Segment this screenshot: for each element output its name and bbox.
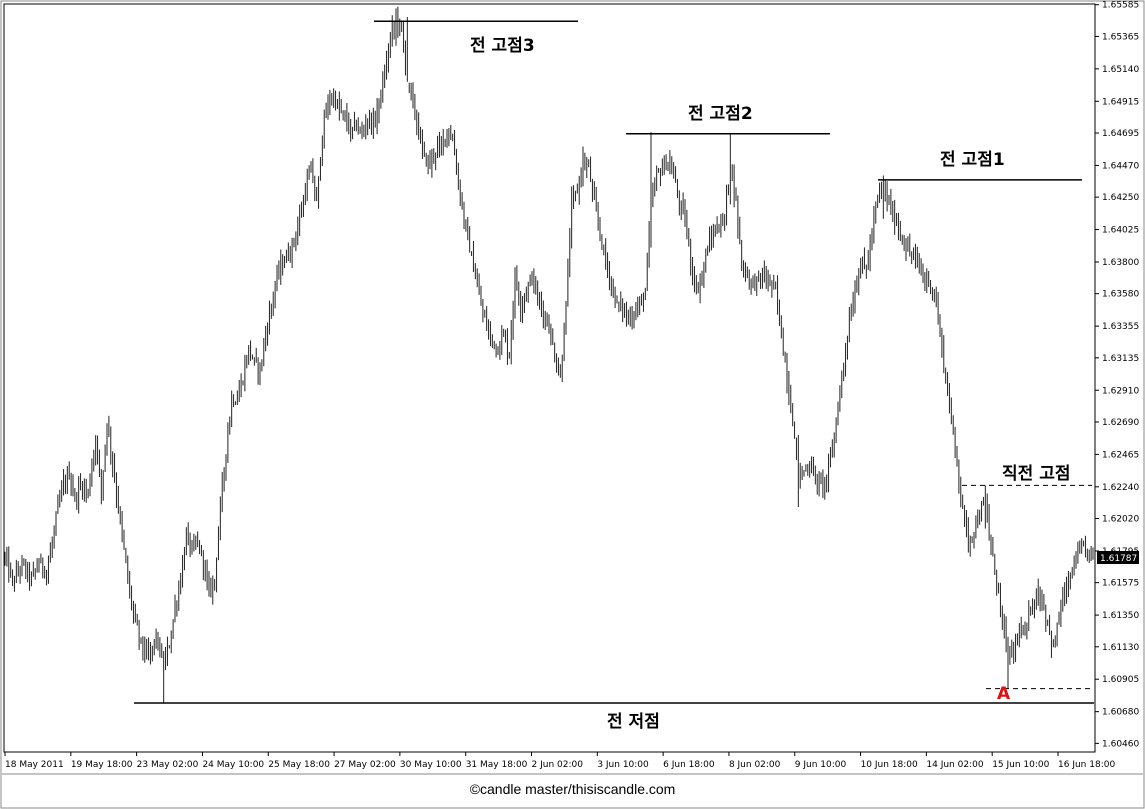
x-tick-label: 6 Jun 18:00	[663, 760, 715, 770]
x-tick-label: 2 Jun 02:00	[532, 760, 584, 770]
current-price-label: 1.61787	[1100, 554, 1137, 564]
label-recent-high: 직전 고점	[1002, 464, 1070, 484]
y-tick-label: 1.64025	[1102, 226, 1139, 236]
label-prev-low: 전 저점	[607, 712, 660, 732]
y-tick-label: 1.61130	[1102, 643, 1139, 653]
x-tick-label: 23 May 02:00	[137, 760, 199, 770]
copyright-footer: ©candle master/thisiscandle.com	[469, 781, 676, 797]
x-tick-label: 16 Jun 18:00	[1058, 760, 1115, 770]
current-price-marker: 1.61787	[1097, 551, 1139, 564]
y-tick-label: 1.62690	[1102, 418, 1139, 428]
y-tick-label: 1.63800	[1102, 258, 1139, 268]
label-point-a: A	[997, 684, 1011, 704]
y-tick-label: 1.60680	[1102, 708, 1139, 718]
y-tick-label: 1.63135	[1102, 354, 1139, 364]
annotation-labels: 전 고점3 전 고점2 전 고점1 직전 고점 A 전 저점	[470, 36, 1070, 732]
label-prev-high-3: 전 고점3	[470, 36, 535, 56]
label-prev-high-2: 전 고점2	[688, 104, 753, 124]
x-tick-label: 9 Jun 10:00	[795, 760, 847, 770]
x-tick-label: 31 May 18:00	[466, 760, 528, 770]
y-tick-label: 1.64250	[1102, 193, 1139, 203]
y-tick-label: 1.62020	[1102, 515, 1139, 525]
y-tick-label: 1.62910	[1102, 386, 1139, 396]
y-tick-label: 1.64915	[1102, 97, 1139, 107]
x-tick-label: 8 Jun 02:00	[729, 760, 781, 770]
y-tick-label: 1.64695	[1102, 129, 1139, 139]
x-axis: 18 May 2011 19 May 18:00 23 May 02:00 24 Ma…	[4, 752, 1115, 770]
y-tick-label: 1.63355	[1102, 322, 1139, 332]
y-tick-label: 1.63580	[1102, 290, 1139, 300]
plot-area	[3, 3, 1096, 753]
level-lines	[134, 20, 1094, 704]
x-tick-label: 15 Jun 10:00	[992, 760, 1049, 770]
y-tick-label: 1.62465	[1102, 450, 1139, 460]
x-tick-label: 3 Jun 10:00	[597, 760, 649, 770]
x-tick-label: 18 May 2011	[5, 760, 64, 770]
y-tick-label: 1.60460	[1102, 739, 1139, 749]
y-tick-label: 1.61575	[1102, 579, 1139, 589]
price-bars	[4, 6, 1094, 703]
label-prev-high-1: 전 고점1	[940, 150, 1005, 170]
y-tick-label: 1.60905	[1102, 675, 1139, 685]
x-tick-label: 19 May 18:00	[71, 760, 133, 770]
x-tick-label: 25 May 18:00	[268, 760, 330, 770]
y-tick-label: 1.62240	[1102, 483, 1139, 493]
x-tick-label: 30 May 10:00	[400, 760, 462, 770]
x-tick-label: 27 May 02:00	[334, 760, 396, 770]
y-tick-label: 1.64470	[1102, 161, 1139, 171]
y-tick-label: 1.65585	[1102, 1, 1139, 11]
x-tick-label: 24 May 10:00	[202, 760, 264, 770]
y-tick-label: 1.65365	[1102, 32, 1139, 42]
x-tick-label: 14 Jun 02:00	[926, 760, 983, 770]
y-tick-label: 1.61350	[1102, 611, 1139, 621]
x-tick-label: 10 Jun 18:00	[861, 760, 918, 770]
y-tick-label: 1.65140	[1102, 65, 1139, 75]
